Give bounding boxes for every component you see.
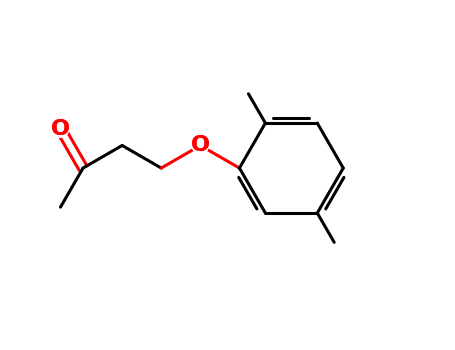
Text: O: O [191, 135, 210, 155]
Text: O: O [191, 135, 210, 155]
Text: O: O [51, 119, 70, 139]
Text: O: O [51, 119, 70, 139]
Circle shape [192, 137, 208, 154]
Circle shape [52, 121, 69, 137]
